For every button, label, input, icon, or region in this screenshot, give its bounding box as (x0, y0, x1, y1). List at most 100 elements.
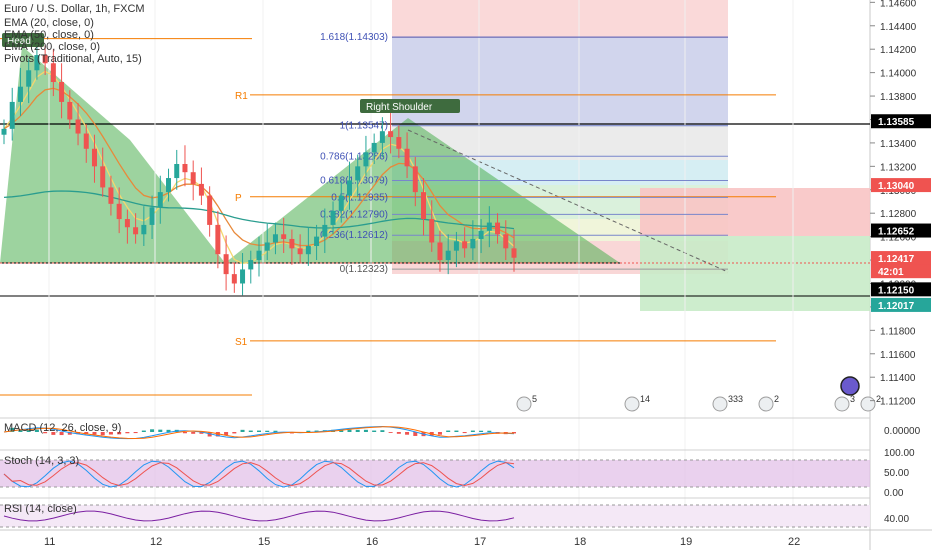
event-markers[interactable]: 5 14 333 2 3 2 (516, 376, 881, 412)
event-count: 3 (850, 394, 855, 404)
annotation-labels: Head Right Shoulder (2, 33, 460, 113)
candles-layer (1, 38, 517, 296)
fib-label: 0.786(1.13286) (320, 151, 388, 162)
macd-histogram-bar (232, 432, 237, 434)
price-tag-label: 1.12017 (878, 301, 915, 312)
y-tick-label: 1.14600 (880, 0, 917, 9)
candle-body (256, 250, 262, 261)
candle-body (91, 148, 97, 167)
pivots-legend[interactable]: Pivots (Traditional, Auto, 15) (4, 53, 142, 65)
macd-panel (0, 417, 870, 440)
pivot-label-p: P (235, 193, 242, 204)
price-tag (871, 114, 931, 129)
candle-body (157, 192, 163, 208)
candle-body (34, 55, 40, 71)
candle-body (108, 187, 114, 204)
ema20-legend[interactable]: EMA (20, close, 0) (4, 17, 94, 29)
y-tick-label: 1.14000 (880, 69, 917, 80)
macd-histogram-bar (158, 429, 163, 432)
x-tick-label: 16 (366, 536, 378, 548)
candle-body (379, 131, 385, 143)
macd-histogram-bar (487, 430, 492, 432)
candle-body (371, 142, 377, 153)
left-shoulder-triangle (0, 46, 225, 263)
macd-histogram-bar (339, 429, 344, 432)
rsi-legend[interactable]: RSI (14, close) (4, 503, 77, 515)
rsi-line (3, 510, 515, 522)
candle-body (223, 254, 229, 275)
rsi-panel (0, 497, 870, 528)
candle-body (149, 207, 155, 225)
x-tick-label: 17 (474, 536, 486, 548)
candle-body (50, 63, 56, 82)
price-tag (871, 264, 931, 279)
candle-body (1, 128, 7, 135)
price-axis[interactable]: 1.146001.144001.142001.140001.138001.136… (870, 0, 931, 408)
macd-histogram-bar (380, 430, 385, 432)
candle-body (83, 133, 89, 149)
macd-histogram-bar (405, 432, 410, 435)
stoch-tick-label: 0.00 (884, 488, 904, 499)
stoch-legend[interactable]: Stoch (14, 3, 3) (4, 455, 80, 467)
macd-histogram-bar (396, 432, 401, 434)
candle-body (404, 148, 410, 167)
candle-body (453, 241, 459, 251)
macd-histogram-bar (26, 429, 31, 432)
macd-line (3, 425, 515, 440)
candle-body (75, 119, 81, 134)
candle-body (314, 236, 320, 246)
macd-legend[interactable]: MACD (12, 26, close, 9) (4, 422, 122, 434)
event-count: 2 (774, 394, 779, 404)
y-tick-label: 1.12600 (880, 233, 917, 244)
candle-body (264, 242, 270, 251)
fib-label: 0(1.12323) (340, 264, 388, 275)
economic-event-icon[interactable]: 3 (834, 394, 855, 412)
macd-histogram-bar (18, 429, 23, 432)
y-tick-label: 1.14200 (880, 45, 917, 56)
price-tag (871, 282, 931, 297)
price-tag (871, 297, 931, 312)
fib-label: 0.5(1.12935) (331, 192, 388, 203)
price-tag (871, 251, 931, 266)
stoch-tick-label: 100.00 (884, 448, 915, 459)
head-label-box (2, 33, 44, 47)
macd-histogram-bar (257, 430, 261, 432)
y-tick-label: 1.11200 (880, 397, 916, 408)
candle-body (59, 82, 65, 102)
candle-body (272, 234, 278, 243)
rsi-band (0, 505, 870, 527)
candle-body (100, 166, 106, 188)
macd-histogram-bar (34, 429, 39, 432)
x-tick-label: 11 (44, 536, 55, 548)
ema50-legend[interactable]: EMA (50, close, 0) (4, 29, 94, 41)
ema200-legend[interactable]: EMA (200, close, 0) (4, 41, 100, 53)
macd-histogram-bar (437, 432, 442, 435)
candle-body (396, 137, 402, 149)
macd-histogram-bar (462, 432, 467, 434)
macd-histogram-bar (199, 432, 204, 434)
fib-label: 1.618(1.14303) (320, 32, 388, 43)
macd-histogram-bar (355, 429, 360, 432)
event-flag-icon (834, 396, 850, 412)
macd-histogram-bar (512, 432, 516, 434)
fib-label: 0.618(1.13079) (320, 176, 388, 187)
economic-event-icon[interactable]: 2 (758, 394, 779, 412)
macd-histogram-bar (372, 430, 377, 432)
candle-body (305, 246, 311, 255)
trend-dashed-line (407, 129, 729, 273)
economic-event-icon[interactable]: 333 (712, 394, 743, 412)
y-tick-label: 1.12800 (880, 209, 917, 220)
time-axis[interactable]: 11 12 15 16 17 18 19 22 (0, 529, 932, 548)
macd-histogram-bar (43, 432, 48, 434)
macd-histogram-bar (273, 430, 278, 432)
macd-histogram-bar (248, 430, 253, 432)
event-count: 2 (876, 394, 881, 404)
price-tag (871, 178, 931, 193)
price-tag (871, 223, 931, 238)
candle-body (190, 172, 196, 184)
economic-event-icon[interactable]: 14 (624, 394, 650, 412)
economic-event-icon[interactable]: 5 (516, 394, 537, 412)
highlighted-event-icon (840, 376, 860, 396)
candle-body (478, 230, 484, 239)
